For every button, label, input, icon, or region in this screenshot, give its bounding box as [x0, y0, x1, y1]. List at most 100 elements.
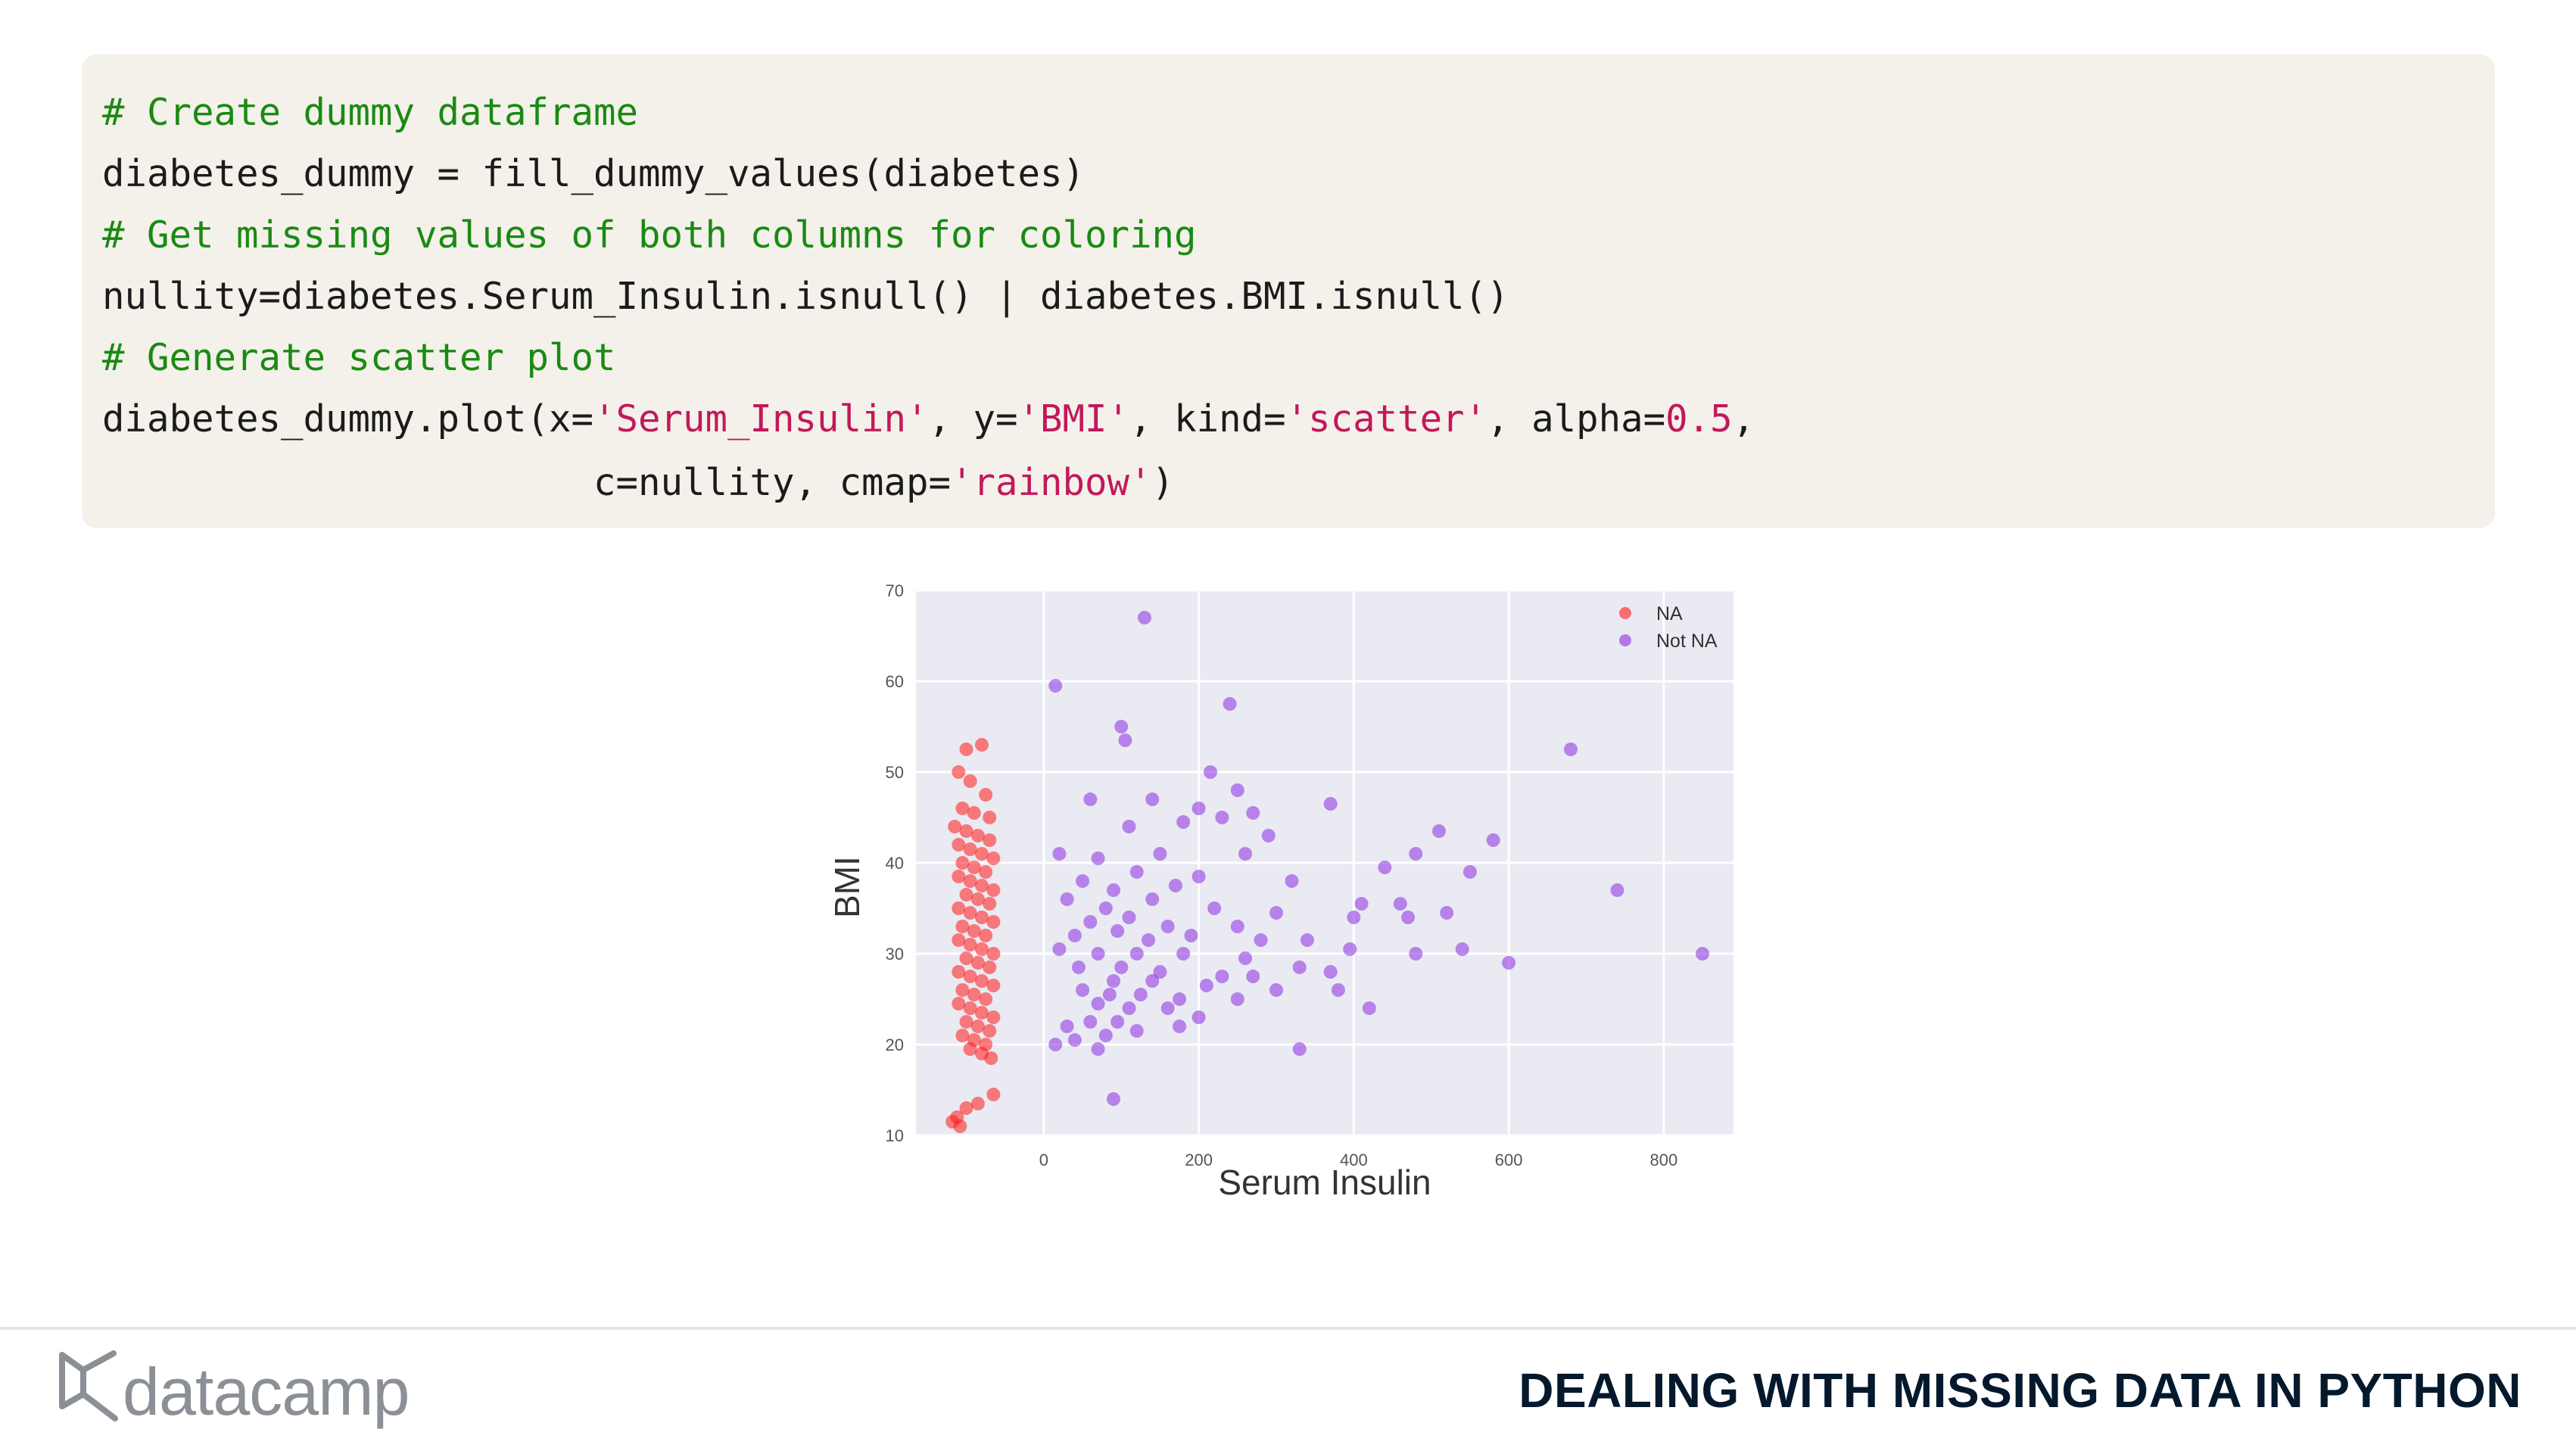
not-na-point	[1153, 965, 1167, 979]
na-point	[967, 924, 981, 938]
not-na-point	[1564, 743, 1578, 756]
code-line: diabetes_dummy = fill_dummy_values(diabe…	[102, 152, 1086, 195]
code-block: # Create dummy dataframe diabetes_dummy …	[82, 54, 2495, 528]
na-point	[963, 938, 977, 951]
not-na-point	[1160, 920, 1175, 933]
not-na-point	[1145, 974, 1160, 988]
not-na-point	[1409, 947, 1423, 961]
not-na-point	[1060, 1020, 1074, 1033]
na-point	[955, 802, 970, 815]
footer-divider	[0, 1327, 2576, 1330]
series-not-na-points	[1048, 611, 1710, 1106]
legend-not-na-marker	[1619, 634, 1631, 646]
na-point	[979, 929, 993, 942]
na-point	[986, 915, 1001, 929]
na-point	[963, 970, 977, 983]
not-na-point	[1176, 947, 1191, 961]
not-na-point	[1142, 933, 1156, 947]
not-na-point	[1076, 983, 1090, 997]
not-na-point	[1160, 1001, 1175, 1015]
na-point	[986, 947, 1001, 961]
na-point	[975, 879, 989, 892]
na-point	[986, 1088, 1001, 1101]
legend-na-label: NA	[1656, 603, 1683, 624]
not-na-point	[1323, 797, 1338, 811]
not-na-point	[1118, 733, 1132, 747]
na-point	[955, 920, 970, 933]
not-na-point	[1083, 792, 1098, 806]
code-line-continuation: c=nullity, cmap='rainbow')	[102, 452, 2495, 513]
not-na-point	[1137, 611, 1151, 624]
not-na-point	[1129, 1024, 1144, 1038]
na-point	[983, 811, 997, 824]
not-na-point	[1091, 1042, 1105, 1056]
na-point	[948, 820, 962, 833]
not-na-point	[1486, 833, 1500, 847]
x-axis-label: Serum Insulin	[1218, 1163, 1431, 1202]
code-string: 'BMI'	[1017, 397, 1130, 441]
x-tick-label: 0	[1039, 1151, 1048, 1169]
na-point	[963, 774, 977, 788]
code-token: diabetes_dummy.plot(x=	[102, 397, 594, 441]
na-point	[967, 861, 981, 874]
code-string: 'scatter'	[1285, 397, 1487, 441]
not-na-point	[1238, 951, 1253, 965]
x-tick-label: 600	[1495, 1151, 1523, 1169]
not-na-point	[1347, 911, 1361, 924]
not-na-point	[1107, 1092, 1121, 1106]
y-tick-label: 70	[886, 581, 904, 600]
not-na-point	[1502, 956, 1516, 970]
not-na-point	[1145, 792, 1160, 806]
not-na-point	[1207, 901, 1222, 915]
na-point	[970, 1020, 985, 1033]
y-tick-label: 10	[886, 1126, 904, 1145]
not-na-point	[1230, 992, 1244, 1006]
na-point	[955, 1029, 970, 1042]
not-na-point	[1455, 942, 1469, 956]
na-point	[970, 829, 985, 842]
not-na-point	[1076, 874, 1090, 888]
not-na-point	[1129, 865, 1144, 879]
not-na-point	[1610, 883, 1624, 897]
na-point	[975, 942, 989, 956]
legend-not-na-label: Not NA	[1656, 631, 1718, 652]
not-na-point	[1110, 1015, 1125, 1029]
not-na-point	[1107, 883, 1121, 897]
not-na-point	[1191, 802, 1206, 815]
not-na-point	[1048, 679, 1063, 693]
not-na-point	[1129, 947, 1144, 961]
not-na-point	[1246, 970, 1260, 983]
not-na-point	[1122, 820, 1136, 833]
na-point	[975, 974, 989, 988]
code-line-plot-call: diabetes_dummy.plot(x='Serum_Insulin', y…	[102, 388, 2495, 450]
code-token: , kind=	[1129, 397, 1286, 441]
na-point	[963, 874, 977, 888]
not-na-point	[1431, 824, 1446, 838]
na-point	[975, 847, 989, 861]
na-point	[983, 961, 997, 974]
not-na-point	[1300, 933, 1314, 947]
not-na-point	[1122, 1001, 1136, 1015]
na-point	[970, 1097, 985, 1110]
footer-title: DEALING WITH MISSING DATA IN PYTHON	[1519, 1363, 2521, 1418]
not-na-point	[1107, 974, 1121, 988]
legend-na-marker	[1619, 607, 1631, 619]
not-na-point	[1102, 988, 1117, 1001]
not-na-point	[1184, 929, 1198, 942]
not-na-point	[1230, 920, 1244, 933]
na-point	[955, 983, 970, 997]
not-na-point	[1230, 783, 1244, 797]
not-na-point	[1409, 847, 1423, 861]
y-tick-label: 50	[886, 763, 904, 782]
not-na-point	[1071, 961, 1086, 974]
not-na-point	[1204, 765, 1218, 779]
not-na-point	[1191, 1010, 1206, 1024]
not-na-point	[1223, 697, 1237, 711]
na-point	[959, 951, 973, 965]
not-na-point	[1098, 1029, 1113, 1042]
not-na-point	[1173, 992, 1187, 1006]
na-point	[975, 1006, 989, 1020]
not-na-point	[1269, 906, 1284, 920]
na-point	[963, 1001, 977, 1015]
na-point	[952, 965, 966, 979]
